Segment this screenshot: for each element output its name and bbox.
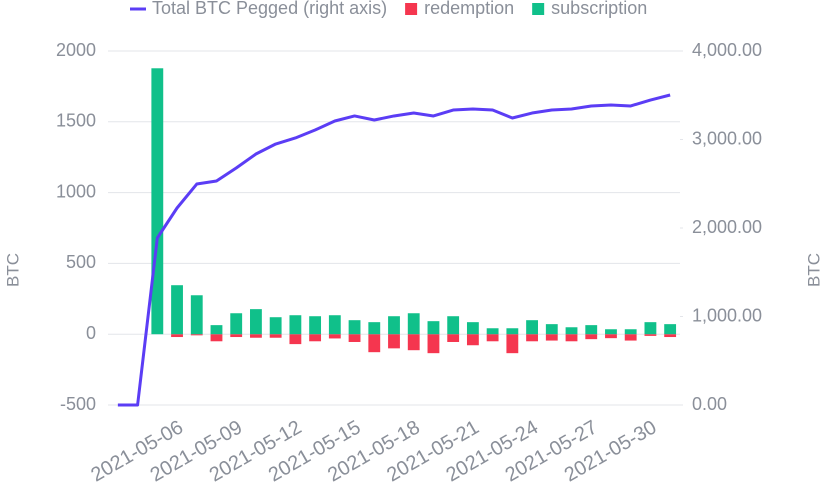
bar (407, 334, 420, 351)
legend-item: subscription (532, 0, 647, 18)
bar (210, 325, 223, 335)
y2-tick-label: 2,000.00 (692, 217, 762, 237)
bar (269, 334, 282, 338)
bar (565, 327, 578, 335)
bar (466, 334, 479, 346)
bar (427, 334, 440, 354)
bar (190, 295, 203, 335)
y-tick-label: 0 (86, 323, 96, 343)
y-tick-label: 500 (66, 252, 96, 272)
bar (230, 313, 243, 335)
bar (368, 322, 381, 335)
bar (210, 334, 223, 342)
bar (585, 325, 598, 335)
bar (447, 334, 460, 342)
bar (565, 334, 578, 342)
bar (486, 334, 499, 342)
bar (171, 334, 183, 338)
bar (269, 317, 282, 335)
bar (644, 334, 657, 336)
bar (368, 334, 381, 353)
bar (466, 322, 479, 335)
legend-item: Total BTC Pegged (right axis) (130, 0, 387, 18)
bar (605, 334, 617, 339)
bar (230, 334, 243, 338)
y2-axis-label: BTC (804, 253, 823, 287)
bar (526, 334, 538, 342)
y-tick-label: 1500 (56, 111, 96, 131)
y-tick-label: -500 (60, 394, 96, 414)
legend-label: Total BTC Pegged (right axis) (152, 0, 387, 18)
bar (309, 316, 322, 335)
bar (506, 328, 519, 335)
bar (289, 315, 302, 335)
bar (250, 334, 262, 338)
bar (151, 68, 164, 335)
y2-tick-label: 0.00 (692, 394, 727, 414)
bar (526, 320, 538, 335)
bar (348, 320, 361, 335)
bar (388, 316, 400, 335)
bar (427, 321, 440, 335)
bar (309, 334, 322, 342)
bar (289, 334, 302, 345)
bar (447, 316, 460, 335)
bar (171, 285, 183, 335)
bar (624, 329, 637, 335)
y2-tick-label: 3,000.00 (692, 128, 762, 148)
bar (348, 334, 361, 342)
legend-swatch (405, 3, 418, 15)
bar (328, 315, 341, 335)
y2-tick-label: 1,000.00 (692, 305, 762, 325)
line (117, 93, 671, 407)
bar (388, 334, 400, 349)
y-tick-label: 2000 (56, 40, 96, 60)
bar (250, 309, 262, 335)
legend-item: redemption (405, 0, 514, 18)
bar (644, 322, 657, 335)
legend-label: redemption (424, 0, 514, 18)
y2-tick-label: 4,000.00 (692, 40, 762, 60)
y-axis-label: BTC (3, 253, 22, 287)
bar (664, 334, 677, 338)
bar (545, 324, 558, 335)
legend-label: subscription (551, 0, 647, 18)
bar (486, 328, 499, 335)
bar (664, 324, 677, 335)
bar (190, 334, 203, 336)
bar (545, 334, 558, 341)
bar (624, 334, 637, 341)
bar (585, 334, 598, 340)
bar (506, 334, 519, 354)
bar (328, 334, 341, 339)
y-tick-label: 1000 (56, 181, 96, 201)
bar (407, 313, 420, 335)
legend-swatch (532, 3, 545, 15)
bar (605, 329, 617, 335)
